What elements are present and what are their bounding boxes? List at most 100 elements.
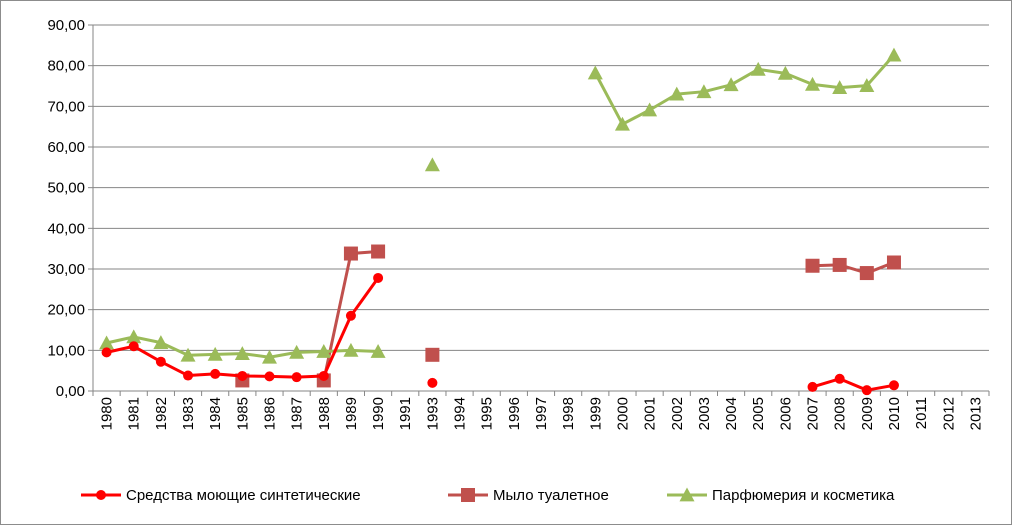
y-tick-label: 0,00: [56, 383, 85, 400]
series-line-segment: [812, 377, 895, 392]
data-point-triangle: [99, 335, 115, 350]
x-tick-label: 1989: [343, 397, 360, 430]
data-point-triangle: [642, 102, 658, 117]
data-point-triangle: [316, 344, 332, 358]
data-point-triangle: [153, 335, 169, 349]
x-tick-label: 2007: [805, 397, 822, 430]
x-tick-label: 2010: [886, 397, 903, 430]
x-tick-label: 1999: [587, 397, 604, 430]
x-tick-label: 2002: [669, 397, 686, 430]
x-tick-label: 1987: [289, 397, 306, 430]
data-point-triangle: [207, 346, 223, 361]
x-tick-label: 1981: [126, 397, 143, 430]
x-tick-label: 2003: [696, 397, 713, 430]
data-point-triangle: [424, 157, 440, 172]
series-line-segment: [106, 277, 380, 379]
data-point-circle: [210, 368, 221, 379]
data-point-triangle: [261, 349, 277, 364]
data-point-circle: [183, 370, 194, 381]
series-1: [101, 272, 899, 396]
data-point-circle: [155, 356, 166, 367]
y-tick-label: 60,00: [47, 139, 85, 156]
data-point-circle: [345, 310, 356, 321]
series-2: [235, 244, 901, 388]
y-tick-label: 90,00: [47, 17, 85, 34]
data-point-square: [832, 257, 847, 272]
x-tick-label: 1982: [153, 397, 170, 430]
data-point-triangle: [696, 84, 712, 99]
series-3: [99, 47, 902, 364]
x-tick-label: 1984: [207, 397, 224, 430]
x-tick-label: 1988: [316, 397, 333, 430]
data-point-triangle: [669, 86, 685, 101]
data-point-triangle: [859, 78, 875, 92]
data-point-circle: [101, 347, 112, 358]
data-point-circle: [807, 381, 818, 392]
x-tick-label: 1998: [560, 397, 577, 430]
data-point-triangle: [886, 47, 902, 62]
data-point-circle: [96, 490, 106, 500]
data-point-square: [805, 258, 820, 273]
data-point-triangle: [832, 80, 848, 95]
data-point-square: [859, 266, 874, 281]
y-tick-label: 80,00: [47, 58, 85, 75]
x-tick-label: 2001: [642, 397, 659, 430]
series-lines: [99, 47, 902, 396]
y-tick-label: 10,00: [47, 342, 85, 359]
x-tick-label: 1995: [479, 397, 496, 430]
data-point-circle: [291, 372, 302, 383]
data-point-square: [425, 347, 440, 362]
data-point-square: [371, 244, 386, 259]
x-tick-label: 1994: [452, 397, 469, 430]
legend-item-2: Мыло туалетное: [448, 487, 609, 504]
x-tick-label: 2000: [614, 397, 631, 430]
x-tick-label: 1990: [370, 397, 387, 430]
x-tick-label: 2009: [859, 397, 876, 430]
data-point-triangle: [750, 61, 766, 76]
axes: 0,00 10,00 20,00 30,00 40,00 50,00 60,00 70,00 8…: [47, 17, 990, 430]
y-tick-label: 50,00: [47, 180, 85, 197]
x-tick-label: 2011: [913, 397, 930, 429]
legend-label: Средства моющие синтетические: [126, 487, 361, 504]
data-point-circle: [834, 373, 845, 384]
legend: Средства моющие синтетические Мыло туалет…: [81, 487, 895, 504]
data-point-triangle: [777, 65, 793, 80]
legend-item-3: Парфюмерия и косметика: [667, 487, 895, 504]
data-point-triangle: [370, 344, 386, 358]
data-point-circle: [427, 377, 438, 388]
data-point-triangle: [234, 346, 250, 360]
x-tick-label: 1980: [99, 397, 116, 430]
x-tick-label: 2004: [723, 397, 740, 430]
data-point-circle: [861, 385, 872, 396]
legend-label: Парфюмерия и косметика: [712, 487, 895, 504]
data-point-triangle: [723, 77, 739, 92]
data-point-triangle: [805, 76, 821, 91]
data-point-circle: [888, 380, 899, 391]
data-point-circle: [237, 370, 248, 381]
x-tick-label: 2006: [777, 397, 794, 430]
y-tick-label: 20,00: [47, 302, 85, 319]
data-point-triangle: [614, 116, 630, 131]
y-tick-label: 40,00: [47, 220, 85, 237]
y-tick-label: 70,00: [47, 98, 85, 115]
data-point-circle: [318, 370, 329, 381]
legend-item-1: Средства моющие синтетические: [81, 487, 361, 504]
data-point-circle: [264, 371, 275, 382]
x-tick-label: 2012: [940, 397, 957, 430]
x-tick-label: 1993: [424, 397, 441, 430]
data-point-triangle: [679, 487, 695, 502]
data-point-triangle: [126, 329, 142, 344]
data-point-circle: [128, 341, 139, 352]
x-tick-label: 1991: [397, 397, 414, 430]
x-tick-label: 1996: [506, 397, 523, 430]
gridlines: [93, 24, 989, 351]
data-point-triangle: [180, 347, 196, 362]
y-tick-label: 30,00: [47, 261, 85, 278]
data-point-square: [343, 246, 358, 261]
x-tick-label: 1985: [234, 397, 251, 430]
data-point-triangle: [587, 65, 603, 80]
data-point-triangle: [289, 344, 305, 359]
x-tick-label: 2008: [832, 397, 849, 430]
